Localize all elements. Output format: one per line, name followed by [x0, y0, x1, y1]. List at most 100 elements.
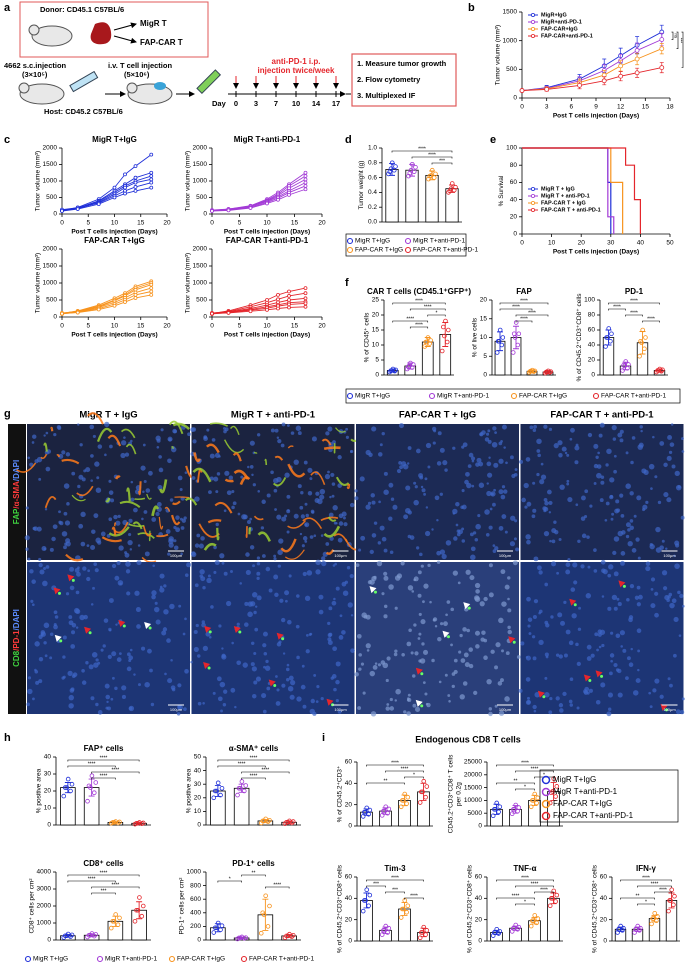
- nucleus: [625, 676, 629, 680]
- sig-label: *: [645, 900, 647, 906]
- point: [406, 795, 410, 799]
- nucleus: [488, 457, 490, 459]
- series-line: [212, 189, 306, 211]
- sig-label: ****: [391, 761, 399, 767]
- sig-label: ****: [100, 871, 108, 877]
- nucleus: [431, 659, 435, 663]
- y-tick-label: 200: [190, 923, 201, 930]
- micrograph: 100μm: [26, 560, 191, 716]
- nucleus: [77, 423, 79, 425]
- nucleus: [301, 685, 306, 690]
- nucleus: [134, 591, 139, 596]
- nucleus: [296, 656, 300, 660]
- nucleus: [608, 564, 613, 569]
- sig-label: ****: [642, 876, 650, 882]
- nucleus: [196, 624, 199, 627]
- nucleus: [419, 553, 423, 557]
- nucleus: [537, 454, 541, 458]
- nucleus: [636, 678, 641, 683]
- nucleus: [277, 439, 281, 443]
- nucleus: [526, 540, 531, 545]
- legend-label: MigR T+IgG: [355, 393, 390, 400]
- nucleus: [626, 451, 629, 454]
- point: [635, 48, 639, 52]
- point: [619, 64, 623, 68]
- scale-bar-label: 100μm: [499, 707, 512, 712]
- nucleus: [492, 426, 496, 430]
- nucleus: [419, 613, 422, 616]
- legend-label: FAP-CAR T+anti-PD-1: [553, 811, 634, 820]
- chart-title: FAP-CAR T+anti-PD-1: [226, 236, 309, 245]
- nucleus: [127, 667, 132, 672]
- nucleus: [328, 633, 332, 637]
- nucleus: [419, 476, 423, 480]
- point: [304, 302, 307, 305]
- fiber: [324, 448, 340, 449]
- nucleus: [562, 692, 566, 696]
- treat-label: injection twice/week: [258, 66, 335, 75]
- fiber: [225, 480, 233, 482]
- micrograph: 100μm: [17, 413, 196, 562]
- point: [673, 894, 677, 898]
- y-tick-label: 3000: [37, 886, 52, 893]
- nucleus: [564, 653, 568, 657]
- chart-title: α-SMA⁺ cells: [229, 744, 279, 753]
- nucleus: [215, 560, 220, 565]
- nucleus: [528, 632, 531, 635]
- nucleus: [68, 615, 72, 619]
- nucleus: [537, 565, 542, 570]
- nucleus: [413, 482, 416, 485]
- nucleus: [112, 564, 116, 568]
- nucleus: [599, 646, 602, 649]
- nucleus: [556, 696, 560, 700]
- nucleus: [593, 548, 597, 552]
- nucleus: [347, 566, 350, 569]
- y-axis-label: CD8⁺ cells per cm²: [28, 878, 35, 934]
- sig-label: ****: [238, 762, 246, 768]
- nucleus: [505, 461, 508, 464]
- sig-label: ****: [520, 299, 528, 305]
- nucleus: [206, 578, 211, 583]
- nucleus: [605, 463, 608, 466]
- y-axis-label: % of CD45.2⁺CD3⁺CD8⁺ cells: [576, 293, 583, 382]
- nucleus: [95, 703, 98, 706]
- sig-label: ****: [512, 305, 520, 311]
- nucleus: [78, 524, 83, 529]
- sig-label: ****: [520, 317, 528, 323]
- nucleus: [181, 526, 185, 530]
- nucleus: [26, 506, 29, 509]
- nucleus: [233, 501, 237, 505]
- y-tick-label: 40: [194, 767, 202, 774]
- sig-label: ***: [678, 38, 683, 44]
- nucleus: [463, 442, 468, 447]
- nucleus: [317, 499, 323, 505]
- nucleus: [148, 471, 153, 476]
- nucleus: [336, 661, 341, 666]
- nucleus: [382, 537, 387, 542]
- legend-marker: [531, 194, 534, 197]
- point: [150, 290, 153, 293]
- nucleus: [473, 691, 477, 695]
- nucleus: [506, 651, 510, 655]
- nucleus: [526, 700, 531, 705]
- nucleus: [104, 454, 107, 457]
- point: [512, 332, 516, 336]
- y-axis-label: per 0.2g: [456, 782, 463, 806]
- nucleus: [536, 449, 540, 453]
- nucleus: [257, 595, 262, 600]
- point: [211, 312, 214, 315]
- sig-label: ***: [373, 882, 379, 888]
- y-tick-label: 20: [588, 357, 596, 364]
- legend-label: MigR T+IgG: [33, 956, 68, 963]
- nucleus: [345, 428, 348, 431]
- point: [304, 181, 307, 184]
- nucleus: [426, 506, 428, 508]
- nucleus: [180, 488, 183, 491]
- nucleus: [605, 519, 608, 522]
- chart-title: CAR T cells (CD45.1⁺GFP⁺): [367, 287, 471, 296]
- bar: [386, 169, 398, 222]
- host-label: Host: CD45.2 C57BL/6: [44, 107, 123, 116]
- nucleus: [637, 650, 640, 653]
- x-tick-label: 15: [137, 323, 145, 330]
- nucleus: [368, 502, 371, 505]
